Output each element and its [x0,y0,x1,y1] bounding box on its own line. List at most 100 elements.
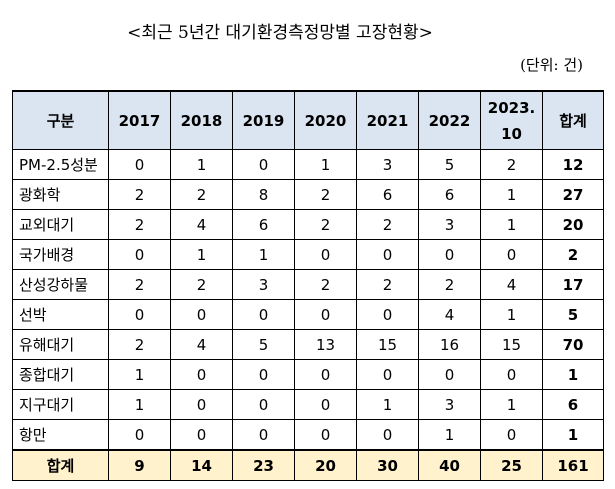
cell: 2 [108,179,171,210]
total-cell: 40 [418,449,481,481]
cell: 1 [418,419,481,451]
cell: 2 [170,179,233,210]
cell: 2 [108,209,171,240]
cell: 3 [356,149,419,180]
cell: 5 [418,149,481,180]
row-label: 종합대기 [12,359,109,390]
cell: 3 [232,269,295,300]
cell: 4 [418,299,481,330]
cell: 0 [108,239,171,270]
cell: 0 [108,299,171,330]
cell: 0 [170,359,233,390]
table-row: 산성강하물 2 2 3 2 2 2 4 17 [12,269,604,300]
cell: 1 [480,209,543,240]
cell: 0 [170,389,233,420]
cell: 0 [356,239,419,270]
cell: 0 [418,359,481,390]
total-label: 합계 [12,449,109,481]
cell: 1 [294,149,357,180]
cell: 15 [356,329,419,360]
row-total: 70 [542,329,604,360]
row-label: 광화학 [12,179,109,210]
cell: 6 [232,209,295,240]
row-total: 5 [542,299,604,330]
cell: 0 [480,419,543,451]
cell: 1 [480,389,543,420]
row-total: 6 [542,389,604,420]
total-cell: 161 [542,449,604,481]
cell: 0 [294,299,357,330]
row-total: 27 [542,179,604,210]
cell: 0 [108,149,171,180]
cell: 4 [170,329,233,360]
cell: 0 [232,359,295,390]
cell: 0 [170,419,233,451]
table-row: 선박 0 0 0 0 0 4 1 5 [12,299,604,330]
cell: 6 [418,179,481,210]
header-row: 구분 2017 2018 2019 2020 2021 2022 2023. 10 합계 [12,90,604,150]
row-total: 20 [542,209,604,240]
row-total: 12 [542,149,604,180]
cell: 1 [108,359,171,390]
row-label: 선박 [12,299,109,330]
row-label: 산성강하물 [12,269,109,300]
column-header: 2019 [232,90,295,150]
row-label: 유해대기 [12,329,109,360]
cell: 0 [232,419,295,451]
cell: 0 [480,359,543,390]
cell: 0 [356,299,419,330]
row-label: 국가배경 [12,239,109,270]
table-row: 지구대기 1 0 0 0 1 3 1 6 [12,389,604,420]
row-total: 2 [542,239,604,270]
column-header: 구분 [12,90,109,150]
table-row: 유해대기 2 4 5 13 15 16 15 70 [12,329,604,360]
cell: 0 [294,389,357,420]
cell: 0 [232,299,295,330]
cell: 0 [232,389,295,420]
row-label: 지구대기 [12,389,109,420]
column-header: 2017 [108,90,171,150]
cell: 1 [480,179,543,210]
cell: 3 [418,389,481,420]
cell: 0 [480,239,543,270]
cell: 1 [480,299,543,330]
column-header: 2022 [418,90,481,150]
cell: 4 [170,209,233,240]
table-row: 광화학 2 2 8 2 6 6 1 27 [12,179,604,210]
cell: 2 [294,269,357,300]
total-cell: 30 [356,449,419,481]
table-row: 국가배경 0 1 1 0 0 0 0 2 [12,239,604,270]
cell: 8 [232,179,295,210]
cell: 0 [356,359,419,390]
total-cell: 20 [294,449,357,481]
cell: 1 [108,389,171,420]
cell: 4 [480,269,543,300]
cell: 2 [480,149,543,180]
cell: 2 [108,269,171,300]
cell: 0 [356,419,419,451]
cell: 15 [480,329,543,360]
cell: 2 [294,209,357,240]
title: <최근 5년간 대기환경측정망별 고장현황> [127,23,433,43]
unit: (단위: 건) [520,56,583,74]
cell: 0 [418,239,481,270]
cell: 0 [294,239,357,270]
table-row: 항만 0 0 0 0 0 1 0 1 [12,419,604,451]
cell: 0 [294,419,357,451]
cell: 13 [294,329,357,360]
row-total: 17 [542,269,604,300]
cell: 2 [418,269,481,300]
table-row: PM-2.5성분 0 1 0 1 3 5 2 12 [12,149,604,180]
row-total: 1 [542,419,604,451]
column-header: 2018 [170,90,233,150]
cell: 2 [170,269,233,300]
table-row: 종합대기 1 0 0 0 0 0 0 1 [12,359,604,390]
total-cell: 14 [170,449,233,481]
cell: 0 [170,299,233,330]
cell: 0 [294,359,357,390]
row-total: 1 [542,359,604,390]
column-header: 2023. 10 [480,90,543,150]
cell: 1 [170,149,233,180]
total-cell: 23 [232,449,295,481]
